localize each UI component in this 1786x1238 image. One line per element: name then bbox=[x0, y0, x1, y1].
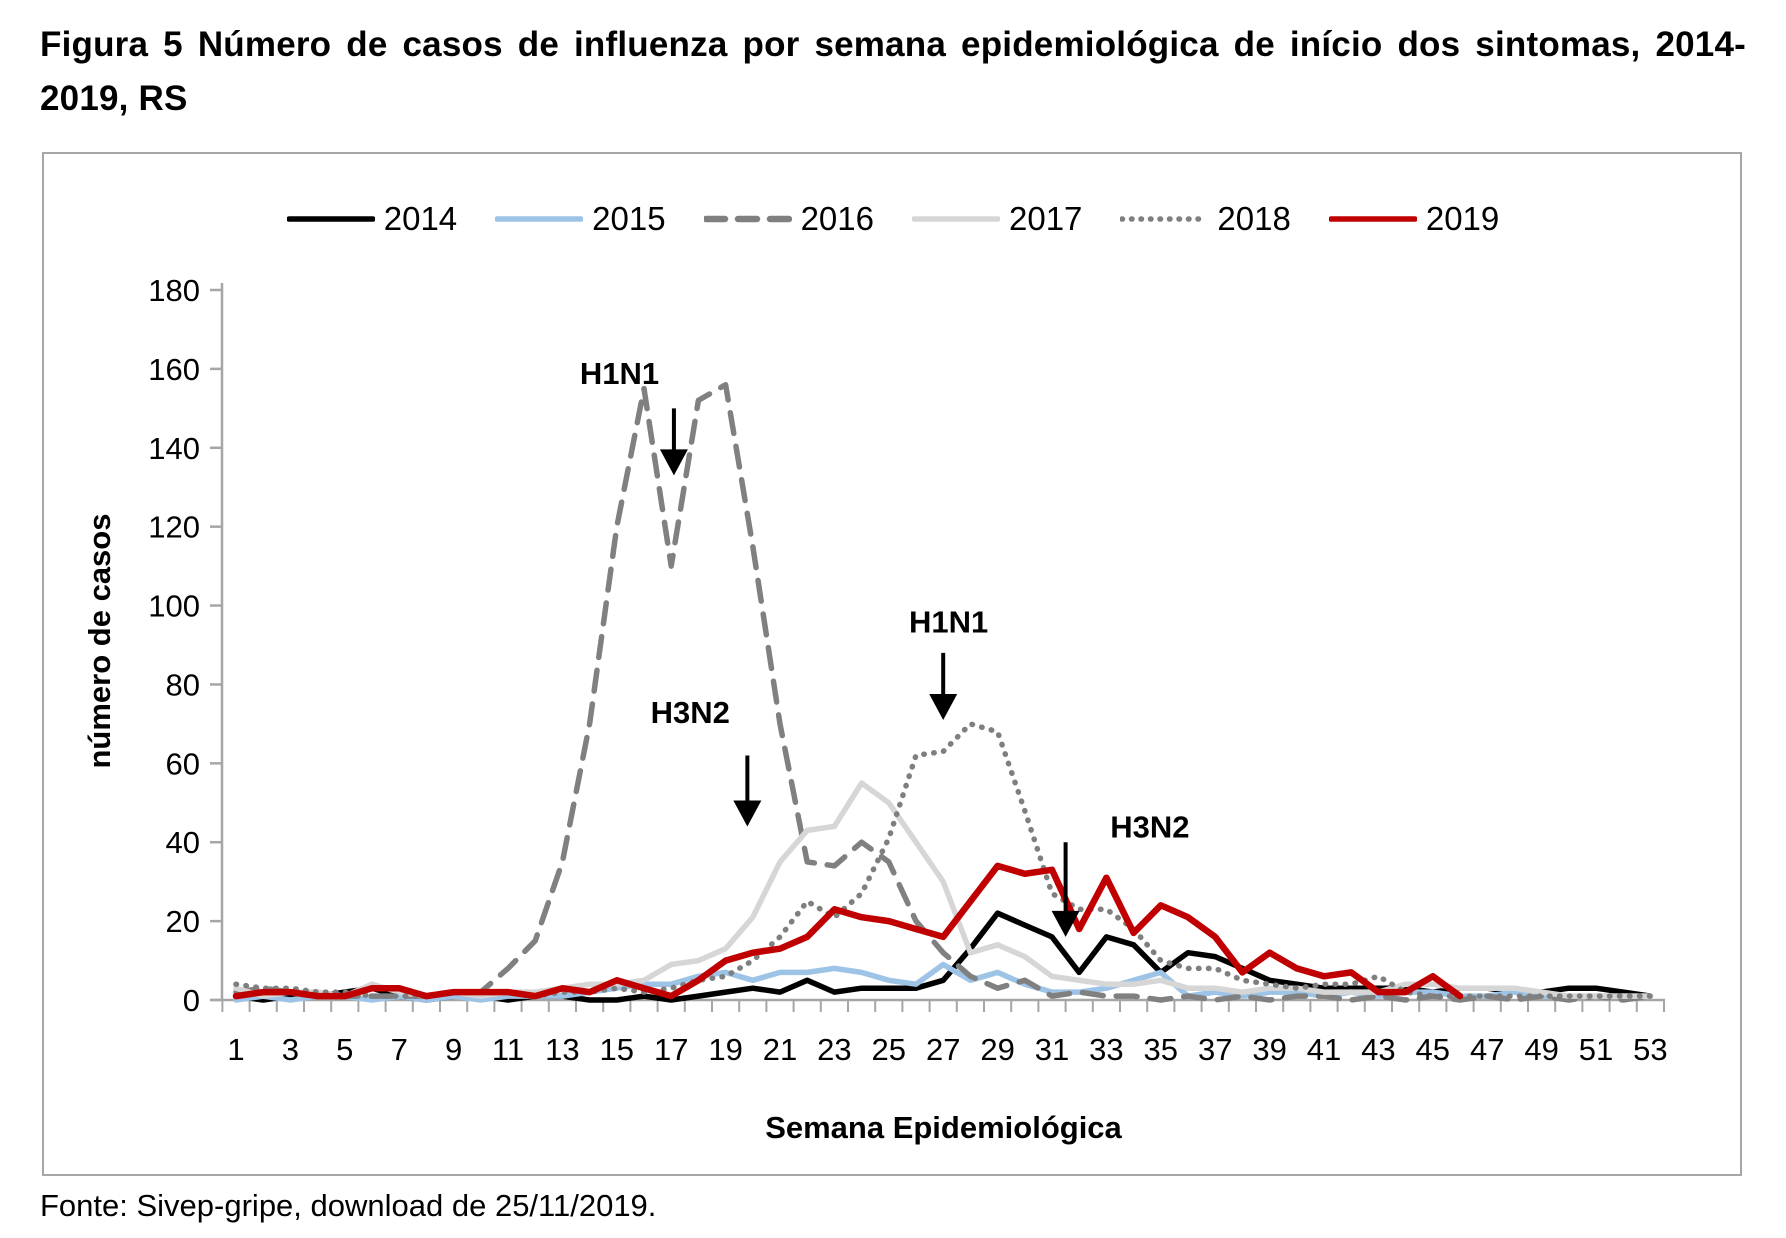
x-tick-label: 25 bbox=[872, 1032, 906, 1067]
x-tick-label: 13 bbox=[545, 1032, 579, 1067]
y-axis-title: número de casos bbox=[82, 513, 117, 769]
legend-item-2014: 2014 bbox=[286, 200, 458, 238]
figure-title: Figura 5 Número de casos de influenza po… bbox=[40, 25, 1746, 119]
y-tick-label: 40 bbox=[166, 825, 200, 860]
legend-item-2016: 2016 bbox=[703, 200, 874, 238]
x-tick-label: 23 bbox=[817, 1032, 851, 1067]
legend-item-2015: 2015 bbox=[495, 200, 666, 238]
x-tick-label: 33 bbox=[1089, 1032, 1123, 1067]
y-tick-label: 120 bbox=[148, 510, 200, 545]
y-tick-label: 140 bbox=[148, 431, 200, 466]
source-note: Fonte: Sivep-gripe, download de 25/11/20… bbox=[40, 1188, 657, 1223]
annotation-arrow-head bbox=[659, 449, 688, 476]
annotation-arrow-head bbox=[733, 800, 762, 827]
series-line-2015 bbox=[233, 961, 1654, 1003]
x-tick-label: 3 bbox=[282, 1032, 299, 1067]
chart-panel bbox=[42, 152, 1742, 1176]
y-tick-label: 180 bbox=[148, 273, 200, 308]
x-tick-label: 45 bbox=[1416, 1032, 1450, 1067]
legend-line-sample-2017 bbox=[912, 216, 1000, 222]
legend-label-2018: 2018 bbox=[1217, 200, 1291, 237]
x-tick-label: 39 bbox=[1252, 1032, 1286, 1067]
x-tick-label: 15 bbox=[600, 1032, 634, 1067]
x-tick-label: 29 bbox=[980, 1032, 1014, 1067]
legend-line-sample-2015 bbox=[495, 216, 584, 222]
x-tick-label: 1 bbox=[227, 1032, 244, 1067]
x-axis-title: Semana Epidemiológica bbox=[765, 1110, 1122, 1145]
legend-label-2015: 2015 bbox=[592, 200, 666, 237]
y-tick-label: 160 bbox=[148, 352, 200, 387]
annotation-label-h1n1: H1N1 bbox=[909, 604, 988, 639]
x-tick-label: 43 bbox=[1361, 1032, 1395, 1067]
y-tick-label: 100 bbox=[148, 589, 200, 624]
y-tick-label: 0 bbox=[183, 983, 200, 1018]
legend-line-sample-2014 bbox=[286, 216, 375, 222]
x-tick-label: 21 bbox=[763, 1032, 797, 1067]
x-tick-label: 37 bbox=[1198, 1032, 1232, 1067]
legend-label-2016: 2016 bbox=[800, 200, 874, 237]
legend-label-2019: 2019 bbox=[1425, 200, 1500, 237]
x-tick-label: 31 bbox=[1035, 1032, 1069, 1067]
chart-legend: 2014 2015 2016 2017 2018 2019 bbox=[0, 200, 1786, 238]
x-tick-label: 49 bbox=[1524, 1032, 1558, 1067]
x-tick-label: 51 bbox=[1579, 1032, 1613, 1067]
series-line-2019 bbox=[232, 862, 1464, 1000]
legend-line-sample-2016 bbox=[703, 215, 792, 223]
annotation-label-h3n2: H3N2 bbox=[1110, 809, 1189, 844]
y-tick-label: 60 bbox=[166, 746, 200, 781]
x-tick-label: 9 bbox=[445, 1032, 462, 1067]
x-tick-label: 35 bbox=[1144, 1032, 1178, 1067]
x-tick-label: 5 bbox=[336, 1032, 353, 1067]
y-tick-label: 20 bbox=[166, 904, 200, 939]
legend-item-2018: 2018 bbox=[1120, 200, 1291, 238]
x-tick-label: 41 bbox=[1307, 1032, 1341, 1067]
x-tick-label: 53 bbox=[1633, 1032, 1667, 1067]
annotation-arrow-head bbox=[929, 693, 958, 720]
x-tick-label: 27 bbox=[926, 1032, 960, 1067]
x-tick-label: 7 bbox=[391, 1032, 408, 1067]
legend-line-sample-2019 bbox=[1328, 216, 1417, 222]
x-tick-label: 47 bbox=[1470, 1032, 1504, 1067]
annotation-arrow-head bbox=[1051, 910, 1080, 937]
x-tick-label: 11 bbox=[492, 1032, 524, 1067]
legend-label-2014: 2014 bbox=[383, 200, 458, 237]
x-tick-label: 19 bbox=[708, 1032, 742, 1067]
y-tick-label: 80 bbox=[166, 667, 200, 702]
legend-item-2017: 2017 bbox=[912, 200, 1082, 238]
annotation-label-h3n2: H3N2 bbox=[651, 695, 730, 730]
legend-item-2019: 2019 bbox=[1328, 200, 1500, 238]
x-tick-label: 17 bbox=[654, 1032, 688, 1067]
annotation-label-h1n1: H1N1 bbox=[580, 356, 659, 391]
legend-label-2017: 2017 bbox=[1009, 200, 1083, 237]
series-line-2018 bbox=[233, 721, 1654, 999]
